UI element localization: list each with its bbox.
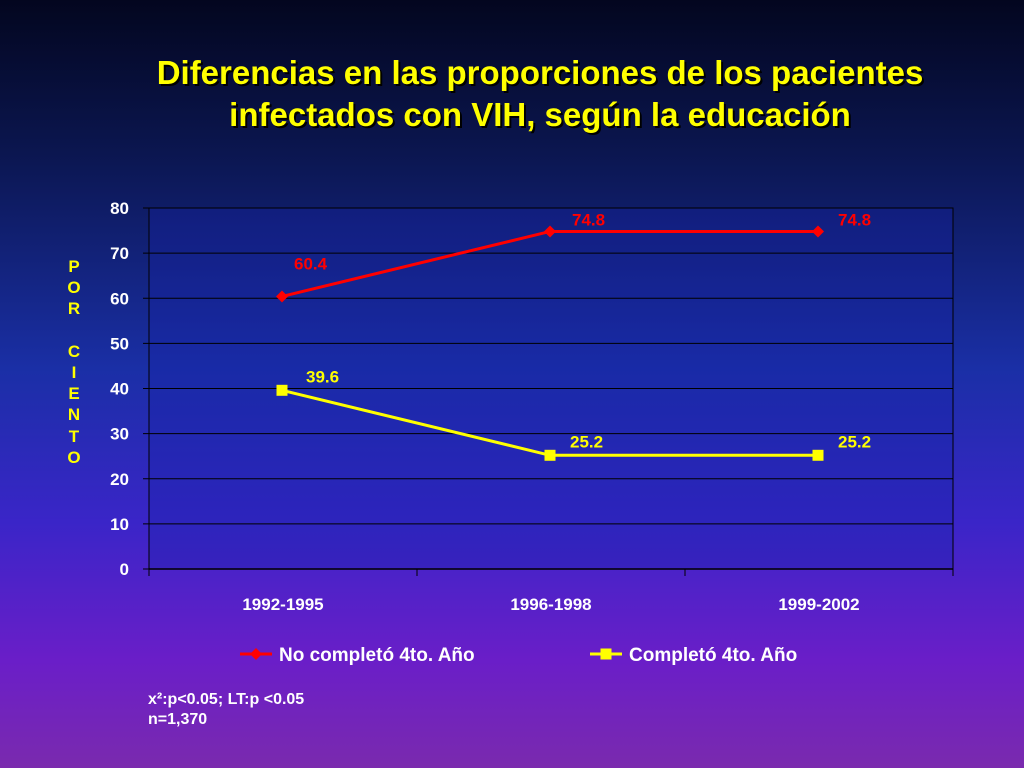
data-label: 60.4 — [294, 254, 328, 273]
y-tick-label: 60 — [110, 289, 129, 308]
x-tick-label: 1992-1995 — [242, 595, 323, 614]
data-label: 74.8 — [572, 210, 605, 229]
data-point — [812, 449, 824, 461]
y-tick-label: 20 — [110, 470, 129, 489]
y-tick-label: 30 — [110, 425, 129, 444]
y-axis-label: P O R C I E N T O — [67, 257, 81, 467]
legend-marker — [600, 648, 612, 660]
data-point — [276, 290, 288, 303]
legend-label: No completó 4to. Año — [279, 645, 475, 666]
data-point — [812, 225, 824, 238]
data-point — [276, 384, 288, 396]
y-tick-label: 80 — [110, 199, 129, 218]
chart-title-line-2: infectados con VIH, según la educación — [229, 96, 851, 133]
stats-note-line-2: n=1,370 — [148, 711, 208, 728]
legend-marker — [250, 648, 262, 660]
y-tick-label: 50 — [110, 334, 129, 353]
data-label: 74.8 — [838, 210, 871, 229]
chart-title-line-1: Diferencias en las proporciones de los p… — [156, 54, 924, 91]
statistics-notes: x²:p<0.05; LT:p <0.05 n=1,370 — [148, 690, 304, 730]
x-tick-label: 1996-1998 — [510, 595, 591, 614]
data-label: 25.2 — [570, 432, 603, 451]
legend-label: Completó 4to. Año — [629, 645, 797, 666]
y-tick-label: 0 — [120, 560, 129, 579]
data-label: 39.6 — [306, 367, 339, 386]
y-tick-label: 40 — [110, 380, 129, 399]
chart-title: Diferencias en las proporciones de los p… — [60, 52, 1020, 136]
stats-note-line-1: x²:p<0.05; LT:p <0.05 — [148, 691, 305, 708]
data-point — [544, 449, 556, 461]
x-tick-label: 1999-2002 — [778, 595, 859, 614]
data-label: 25.2 — [838, 432, 871, 451]
y-tick-label: 70 — [110, 244, 129, 263]
data-point — [544, 225, 556, 238]
y-tick-label: 10 — [110, 515, 129, 534]
